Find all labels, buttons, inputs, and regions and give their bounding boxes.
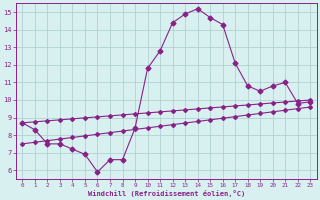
- X-axis label: Windchill (Refroidissement éolien,°C): Windchill (Refroidissement éolien,°C): [88, 190, 245, 197]
